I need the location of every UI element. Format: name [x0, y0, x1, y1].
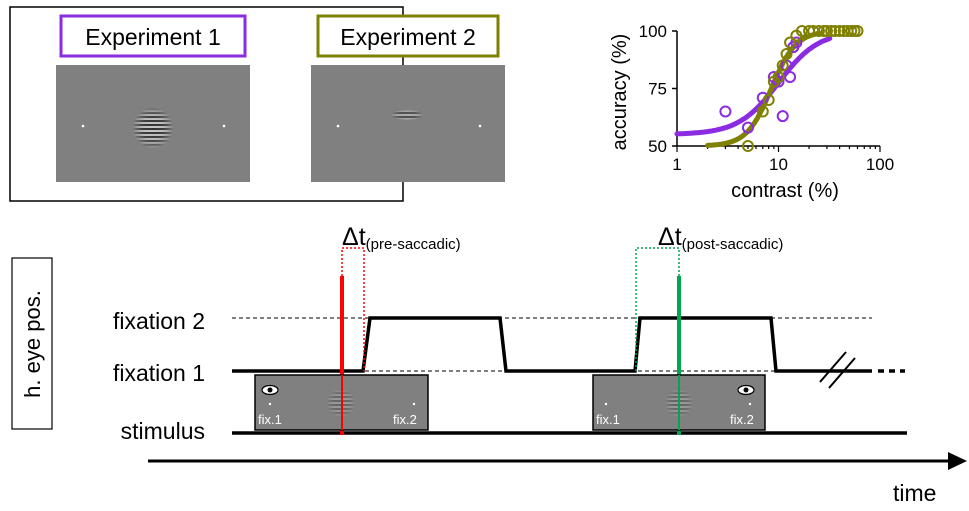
series-2-point: [741, 140, 754, 152]
exp2-screen: [311, 65, 505, 182]
axis-break-2: [828, 357, 856, 389]
series-2-point: [820, 25, 833, 37]
eye-pupil-icon: [743, 387, 749, 393]
chart-y-tick-label: 50: [648, 137, 667, 156]
axis-break-1: [819, 351, 847, 383]
chart-tick-labels: 50 75 100 1 10 100: [639, 22, 895, 174]
time-axis-arrowhead: [948, 452, 967, 470]
post-fix2-label: fix.2: [730, 412, 754, 427]
stimulus-label: stimulus: [121, 418, 205, 444]
exp1-stimulus: [56, 65, 250, 182]
series-2-point: [833, 25, 846, 37]
series-2-point: [851, 25, 864, 37]
pre-fix1-dot: [268, 402, 272, 406]
series-1-fit-curve: [674, 35, 833, 137]
series-1-point: [776, 110, 789, 123]
exp1-fixation-dot-left: [81, 124, 85, 128]
post-fix1-dot: [604, 402, 608, 406]
eye-pos-label: h. eye pos.: [20, 290, 45, 398]
chart-x-tick-label: 100: [866, 155, 894, 174]
series-2-point: [784, 36, 797, 49]
time-label: time: [893, 480, 936, 506]
eye-pos-label-box: [11, 257, 53, 430]
post-fix1-label: fix.1: [596, 412, 620, 427]
fixation1-label: fixation 1: [113, 360, 205, 386]
series-1-point: [784, 71, 797, 83]
series-1-point: [790, 36, 803, 49]
chart-x-tick-label: 1: [672, 155, 681, 174]
series-1-point: [756, 91, 769, 104]
series-1-point: [780, 59, 793, 72]
series-2-point: [795, 25, 808, 37]
eye-position-trace: [232, 316, 872, 373]
series-2-point: [772, 71, 785, 83]
series-2-point: [762, 94, 775, 106]
exp2-label-box: [316, 14, 500, 58]
exp2-fixation-dot-left: [336, 124, 340, 128]
fixation2-label: fixation 2: [113, 308, 205, 334]
pre-fix2-dot: [412, 402, 416, 406]
eye-pupil-icon: [267, 387, 273, 393]
pre-fix1-label: fix.1: [258, 412, 282, 427]
exp1-label: Experiment 1: [85, 24, 221, 50]
post-saccadic-bracket: [635, 247, 680, 371]
experiment-panel: Experiment 1 Experiment 2: [9, 6, 505, 202]
exp1-label-box: [59, 14, 247, 58]
pre-saccadic-bracket: [341, 247, 365, 371]
psychometric-chart: 50 75 100 1 10 100 contrast (%) accuracy (%): [609, 22, 894, 202]
exp2-stimulus: [311, 65, 505, 182]
series-2-point: [828, 25, 841, 37]
series-2-point: [780, 48, 793, 60]
series-2-point: [776, 59, 789, 72]
exp2-label: Experiment 2: [340, 24, 476, 50]
exp2-fixation-dot-right: [478, 124, 482, 128]
pre-fix2-label: fix.2: [393, 412, 417, 427]
series-2-point: [812, 25, 825, 37]
post-saccadic-delta: Δt(post-saccadic): [658, 223, 783, 253]
chart-y-tick-label: 75: [648, 80, 667, 99]
series-2-point: [825, 25, 838, 37]
exp1-gabor-fade: [132, 107, 174, 149]
series-2-point: [756, 105, 769, 118]
series-1-point: [741, 121, 754, 134]
chart-points: [719, 25, 864, 152]
exp2-gabor-fade: [390, 109, 424, 121]
chart-y-tick-label: 100: [639, 22, 667, 41]
post-fix2-dot: [748, 402, 752, 406]
chart-ylabel: accuracy (%): [609, 34, 631, 151]
post-saccadic-condition: Δt(post-saccadic) fix.1 fix.2: [592, 223, 783, 435]
exp1-fixation-dot-right: [222, 124, 226, 128]
series-1-point: [772, 75, 785, 88]
chart-x-tick-label: 10: [769, 155, 788, 174]
timeline: h. eye pos. fixation 2 fixation 1 stimul…: [11, 223, 967, 506]
series-1-point: [719, 105, 732, 118]
chart-xlabel: contrast (%): [731, 180, 839, 202]
pre-saccadic-delta: Δt(pre-saccadic): [342, 223, 461, 253]
pre-saccadic-condition: Δt(pre-saccadic) fix.1 fix.2: [254, 223, 461, 435]
